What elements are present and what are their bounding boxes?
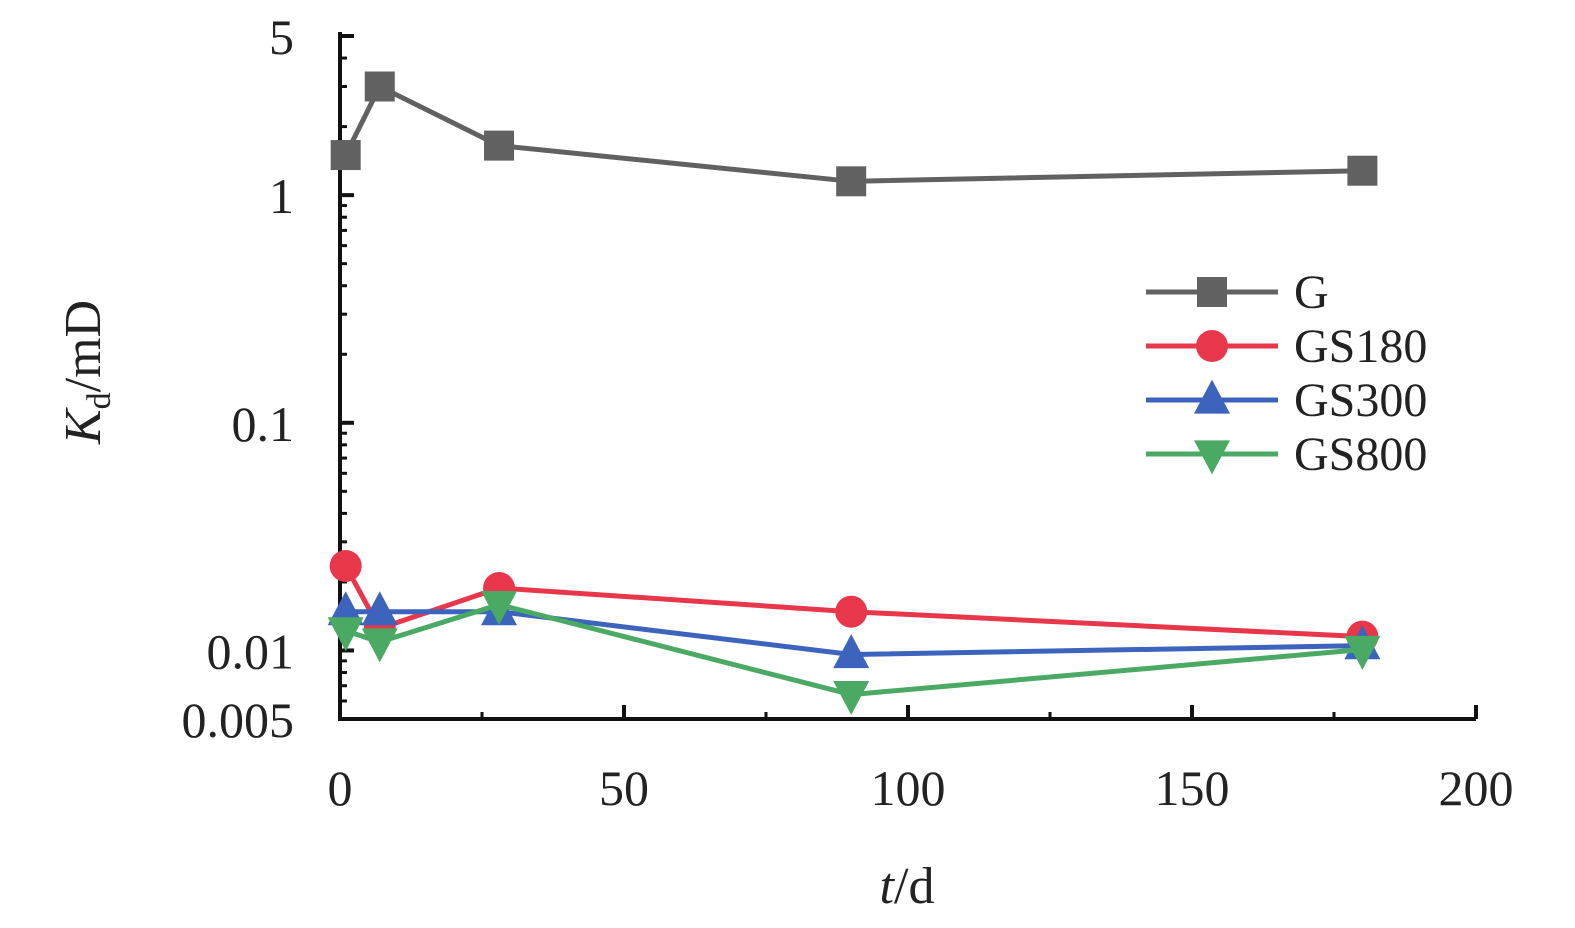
legend-marker-g bbox=[1197, 277, 1227, 307]
data-point-gs300 bbox=[327, 591, 364, 626]
plot-area bbox=[327, 71, 1381, 715]
axes: 0 50 100 150 200 0.005 0.01 0.1 1 5 bbox=[182, 9, 1514, 816]
x-axis-title-italic: t bbox=[880, 858, 896, 915]
x-axis-title-unit: /d bbox=[894, 858, 934, 915]
y-axis-tick-label: 0.005 bbox=[182, 692, 295, 748]
data-point-gs180 bbox=[835, 595, 868, 628]
legend-marker-gs180 bbox=[1196, 330, 1228, 362]
legend-label-gs300: GS300 bbox=[1294, 374, 1427, 427]
y-axis-title-italic: K bbox=[55, 407, 112, 445]
y-axis-tick-label: 5 bbox=[269, 9, 294, 65]
data-point-g bbox=[364, 71, 395, 102]
legend-label-gs180: GS180 bbox=[1294, 320, 1427, 373]
legend-marker-gs300 bbox=[1194, 379, 1230, 414]
x-axis-tick-label: 200 bbox=[1439, 760, 1514, 816]
x-axis-tick-label: 0 bbox=[328, 760, 353, 816]
data-point-gs800 bbox=[1344, 635, 1381, 670]
series-gs800 bbox=[327, 591, 1381, 715]
series-g bbox=[330, 71, 1378, 197]
data-point-gs800 bbox=[833, 680, 870, 715]
data-point-g bbox=[484, 130, 515, 161]
x-axis-tick-label: 150 bbox=[1155, 760, 1230, 816]
legend-label-g: G bbox=[1294, 266, 1329, 319]
data-point-gs300 bbox=[361, 591, 398, 626]
data-point-gs800 bbox=[481, 591, 518, 626]
data-point-g bbox=[836, 166, 867, 197]
y-axis-tick-label: 0.1 bbox=[232, 396, 295, 452]
data-point-g bbox=[1347, 155, 1378, 186]
legend-item-gs180: GS180 bbox=[1146, 320, 1427, 373]
data-point-gs180 bbox=[329, 549, 362, 582]
y-axis-title-subscript: d bbox=[81, 392, 118, 409]
axis-titles: t/d Kd/mD bbox=[55, 300, 934, 915]
data-point-gs800 bbox=[327, 617, 364, 652]
data-point-gs300 bbox=[833, 634, 870, 669]
data-point-g bbox=[330, 140, 361, 171]
legend-item-gs300: GS300 bbox=[1146, 374, 1427, 427]
legend-label-gs800: GS800 bbox=[1294, 428, 1427, 481]
x-axis-title: t/d bbox=[880, 858, 935, 915]
y-axis-tick-label: 1 bbox=[269, 168, 294, 224]
x-axis-tick-label: 100 bbox=[871, 760, 946, 816]
x-axis-tick-label: 50 bbox=[599, 760, 649, 816]
y-axis-tick-label: 0.01 bbox=[207, 623, 295, 679]
legend-item-gs800: GS800 bbox=[1146, 428, 1427, 481]
y-axis-title: Kd/mD bbox=[55, 300, 118, 445]
data-point-gs800 bbox=[361, 628, 398, 663]
legend-item-g: G bbox=[1146, 266, 1329, 319]
y-axis-title-unit: /mD bbox=[55, 300, 112, 392]
legend-marker-gs800 bbox=[1194, 440, 1230, 475]
